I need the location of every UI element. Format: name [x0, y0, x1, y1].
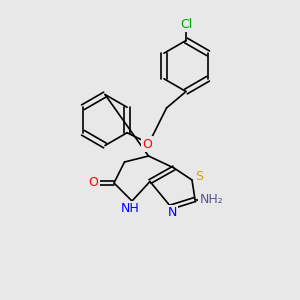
- Text: S: S: [196, 170, 203, 184]
- Text: O: O: [142, 137, 152, 151]
- Text: Cl: Cl: [180, 17, 192, 31]
- Text: O: O: [89, 176, 98, 190]
- Text: NH: NH: [121, 202, 140, 215]
- Text: NH₂: NH₂: [200, 193, 224, 206]
- Text: N: N: [168, 206, 177, 220]
